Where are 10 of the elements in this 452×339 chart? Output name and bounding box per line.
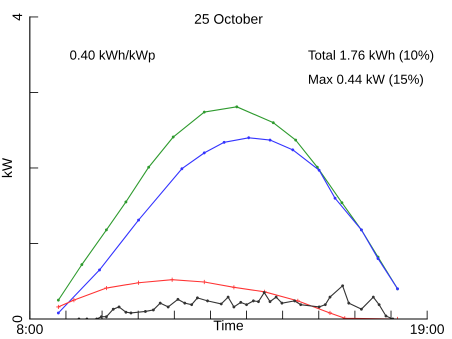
x-axis-title: Time xyxy=(214,320,244,330)
x-tick-label: 8:00 xyxy=(16,324,43,334)
x-tick-label: 19:00 xyxy=(410,324,444,334)
annotation: Max 0.44 kW (15%) xyxy=(309,74,423,87)
y-tick-label: 0 xyxy=(12,316,22,322)
chart-title: 25 October xyxy=(194,14,263,24)
annotation: Total 1.76 kWh (10%) xyxy=(308,50,434,62)
y-tick-label: 4 xyxy=(12,13,22,20)
y-axis-title: kW xyxy=(2,158,12,178)
annotation: 0.40 kWh/kWp xyxy=(70,50,155,62)
